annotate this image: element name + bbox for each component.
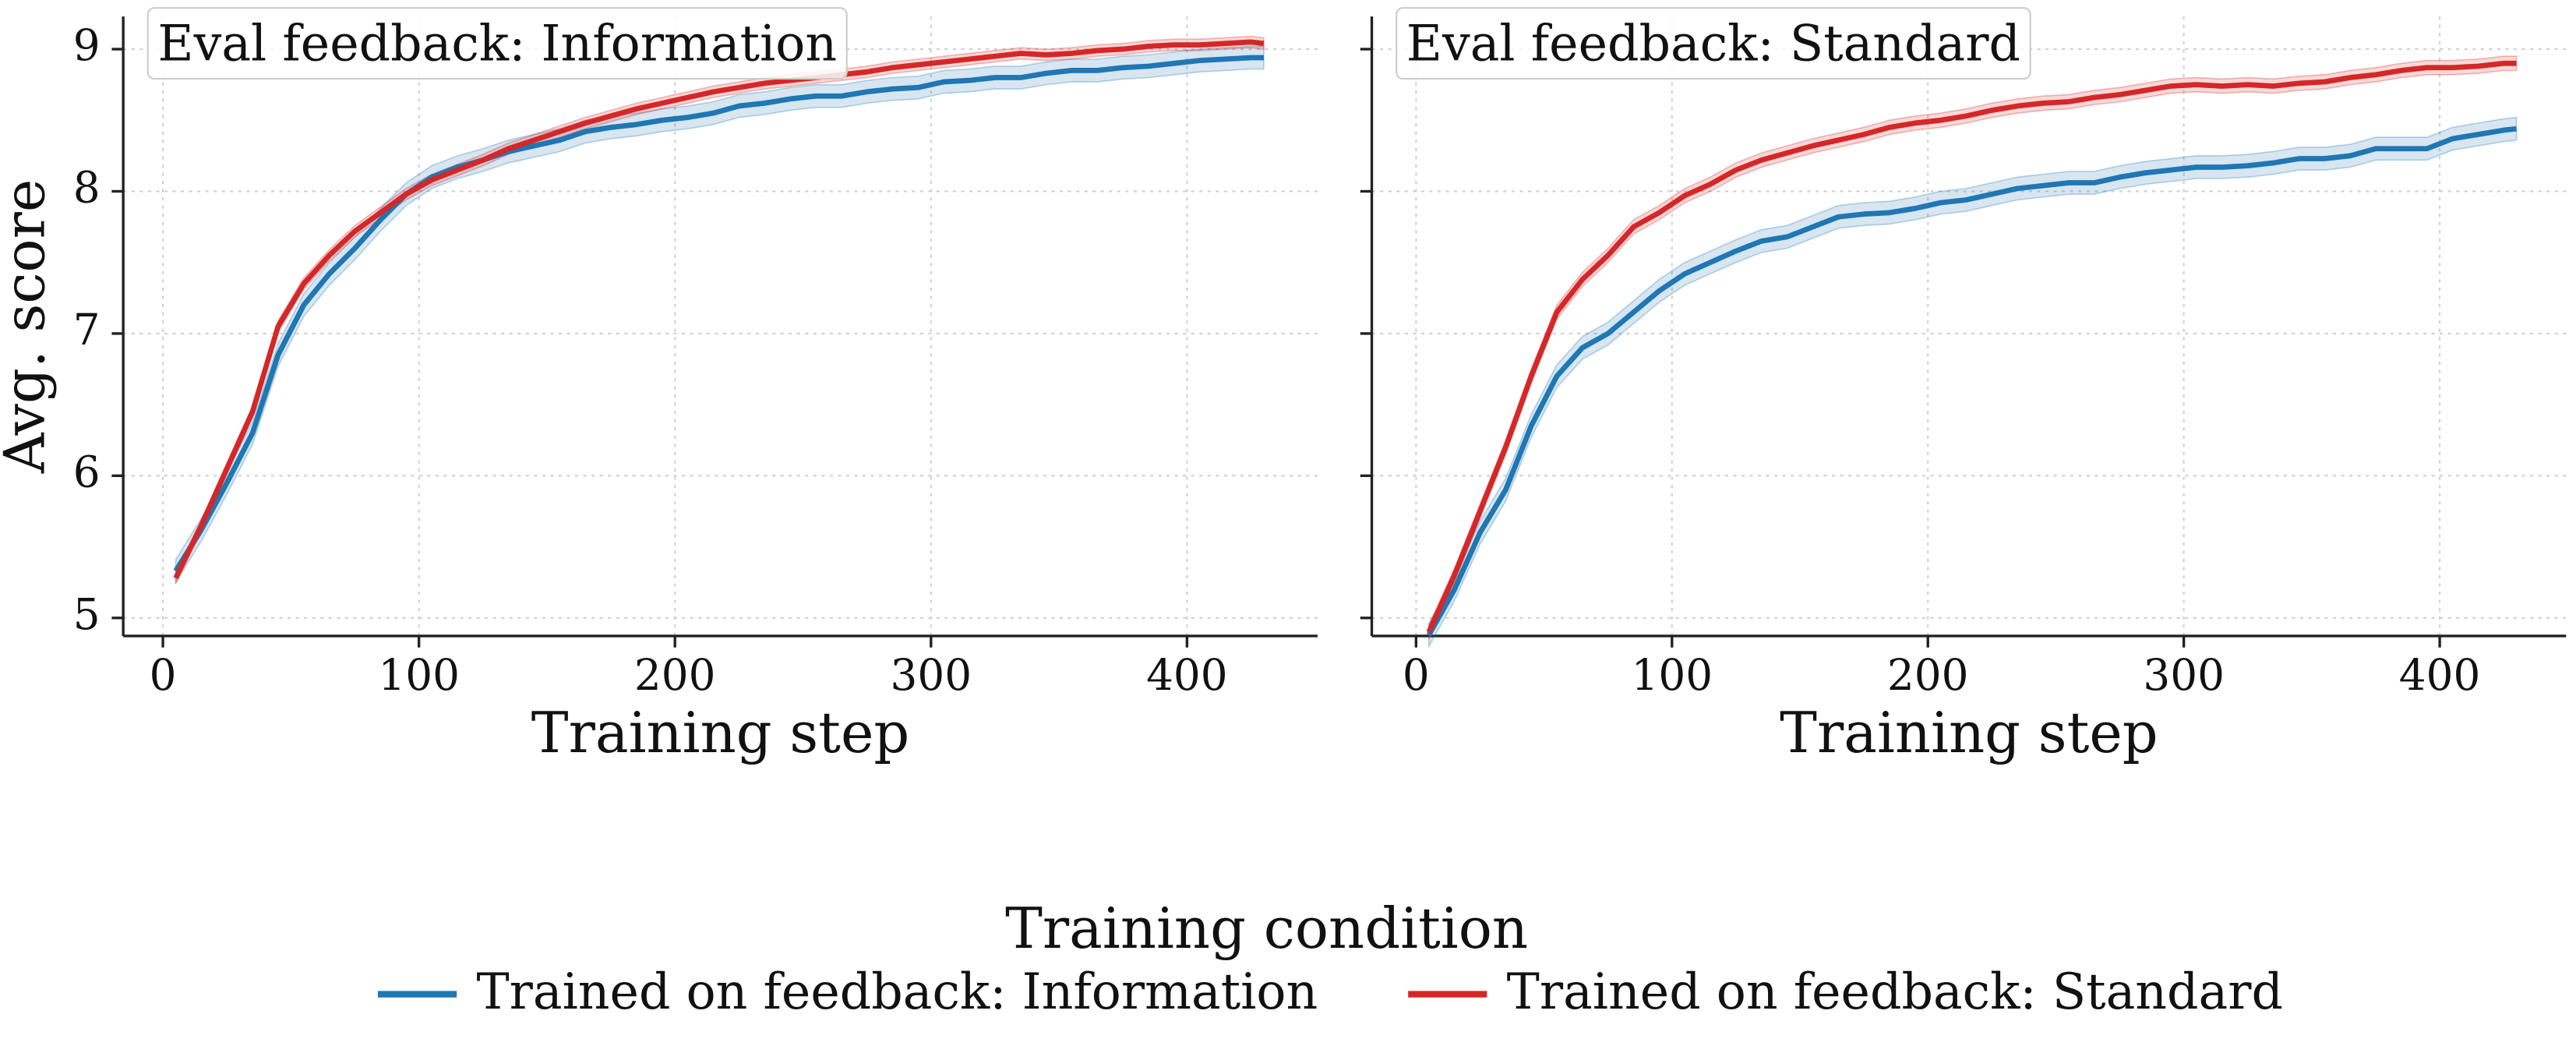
panel: 0 100 200 300 400 Training step Eval feedback:… <box>1360 7 2567 765</box>
x-tick-label: 400 <box>2399 650 2481 700</box>
line <box>173 55 1264 573</box>
x-tick-label: 200 <box>634 650 716 700</box>
y-axis-label: Avg. score <box>0 179 57 475</box>
panel-title-box <box>146 7 848 80</box>
line <box>1426 60 2517 634</box>
legend-title: Training condition <box>1005 896 1528 961</box>
x-axis-label: Training step <box>1780 700 2158 765</box>
legend-label: Trained on feedback: Standard <box>1507 963 2283 1020</box>
y-tick-label: 8 <box>73 162 101 212</box>
x-tick-label: 300 <box>2143 650 2225 700</box>
y-tick-label: 9 <box>73 20 101 70</box>
legend-label: Trained on feedback: Information <box>476 963 1318 1020</box>
x-tick-label: 0 <box>150 650 177 700</box>
y-tick-label: 5 <box>73 589 101 639</box>
panel-title-box <box>1396 7 2031 80</box>
x-tick-label: 100 <box>1631 650 1713 700</box>
line <box>173 39 1265 580</box>
y-tick-label: 6 <box>73 447 101 496</box>
error-band <box>1427 116 2518 649</box>
x-tick-label: 300 <box>891 650 972 700</box>
error-band <box>175 45 1265 585</box>
panel-title: Eval feedback: Information <box>157 15 837 72</box>
x-tick-label: 200 <box>1887 650 1969 700</box>
line <box>1426 125 2517 637</box>
x-axis-label: Training step <box>531 700 910 765</box>
panel-title: Eval feedback: Standard <box>1406 15 2020 72</box>
error-band <box>1427 55 2518 640</box>
y-tick-label: 7 <box>73 305 101 355</box>
x-tick-label: 400 <box>1146 650 1228 700</box>
panel: 5 6 7 8 9 0 100 200 300 400 Training step Avg. scor… <box>0 7 1318 765</box>
x-tick-label: 0 <box>1403 650 1430 700</box>
x-tick-label: 100 <box>378 650 460 700</box>
